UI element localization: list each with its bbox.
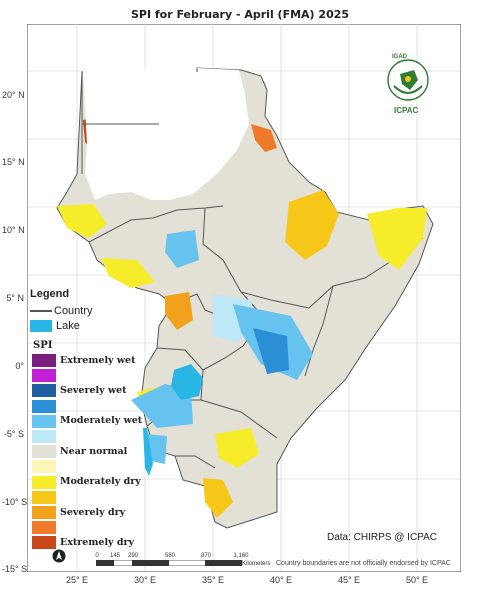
spi-swatch [32, 475, 56, 489]
lon-tick-25e: 25° E [65, 575, 89, 585]
spi-swatch [32, 369, 56, 383]
lon-tick-50e: 50° E [405, 575, 429, 585]
scale-tick-145: 145 [109, 553, 121, 559]
spi-class-label: Near normal [60, 445, 128, 457]
spi-swatch [32, 521, 56, 535]
spi-swatch [32, 536, 56, 550]
scale-tick-1160: 1,160 [233, 553, 249, 559]
lon-tick-35e: 35° E [201, 575, 225, 585]
scale-tick-290: 290 [127, 553, 139, 559]
spi-class-label: Severely wet [60, 384, 127, 396]
spi-class-label: Extremely wet [60, 354, 136, 366]
spi-swatch [32, 354, 56, 367]
spi-class-label: Moderately dry [60, 476, 141, 488]
spi-class-label: Moderately wet [60, 415, 143, 427]
spi-legend-title: SPI [33, 340, 53, 351]
spi-swatch [32, 490, 56, 504]
logo-bottom-text: ICPAC [394, 106, 419, 115]
lat-tick-5n: 5° N [6, 293, 24, 303]
logo-top-text: IGAD [392, 54, 407, 60]
lat-tick-5s: -5° S [3, 429, 24, 439]
scale-tick-580: 580 [164, 553, 176, 559]
spi-swatch [32, 384, 56, 398]
lat-tick-20n: 20° N [2, 90, 25, 100]
legend-lake-label: Lake [56, 320, 80, 332]
spi-swatch [32, 430, 56, 443]
lat-tick-0: 0° [15, 361, 24, 371]
scale-unit: Kilometers [242, 561, 271, 567]
lat-tick-10n: 10° N [2, 225, 25, 235]
legend-lake-row: Lake [30, 320, 80, 333]
legend-country-row: Country [30, 305, 93, 317]
scale-tick-870: 870 [200, 553, 212, 559]
legend-title: Legend [30, 288, 70, 300]
legend-country-label: Country [54, 305, 93, 317]
spi-swatch [32, 445, 56, 459]
sahara-white-area [83, 68, 249, 200]
lon-tick-40e: 40° E [269, 575, 293, 585]
spi-swatch [32, 506, 56, 519]
lat-tick-15s: -15° S [2, 564, 28, 574]
lon-tick-45e: 45° E [337, 575, 361, 585]
map-title: SPI for February - April (FMA) 2025 [130, 8, 350, 21]
lake-swatch [30, 320, 52, 333]
map-frame [27, 24, 461, 572]
spi-swatch [32, 460, 56, 474]
country-line-swatch [30, 310, 52, 313]
spi-class-label: Extremely dry [60, 536, 135, 548]
lon-tick-30e: 30° E [133, 575, 157, 585]
disclaimer: Country boundaries are not officially en… [276, 560, 451, 567]
spi-class-label: Severely dry [60, 506, 126, 518]
scale-tick-0: 0 [95, 553, 99, 559]
data-credit: Data: CHIRPS @ ICPAC [327, 532, 437, 543]
lake-victoria [171, 364, 203, 400]
lat-tick-15n: 15° N [2, 157, 25, 167]
egypt-sudan-borders [81, 68, 198, 174]
spi-swatch [32, 399, 56, 413]
lake-tanganyika [143, 428, 153, 476]
lat-tick-10s: -10° S [2, 497, 28, 507]
spi-swatch [32, 414, 56, 428]
